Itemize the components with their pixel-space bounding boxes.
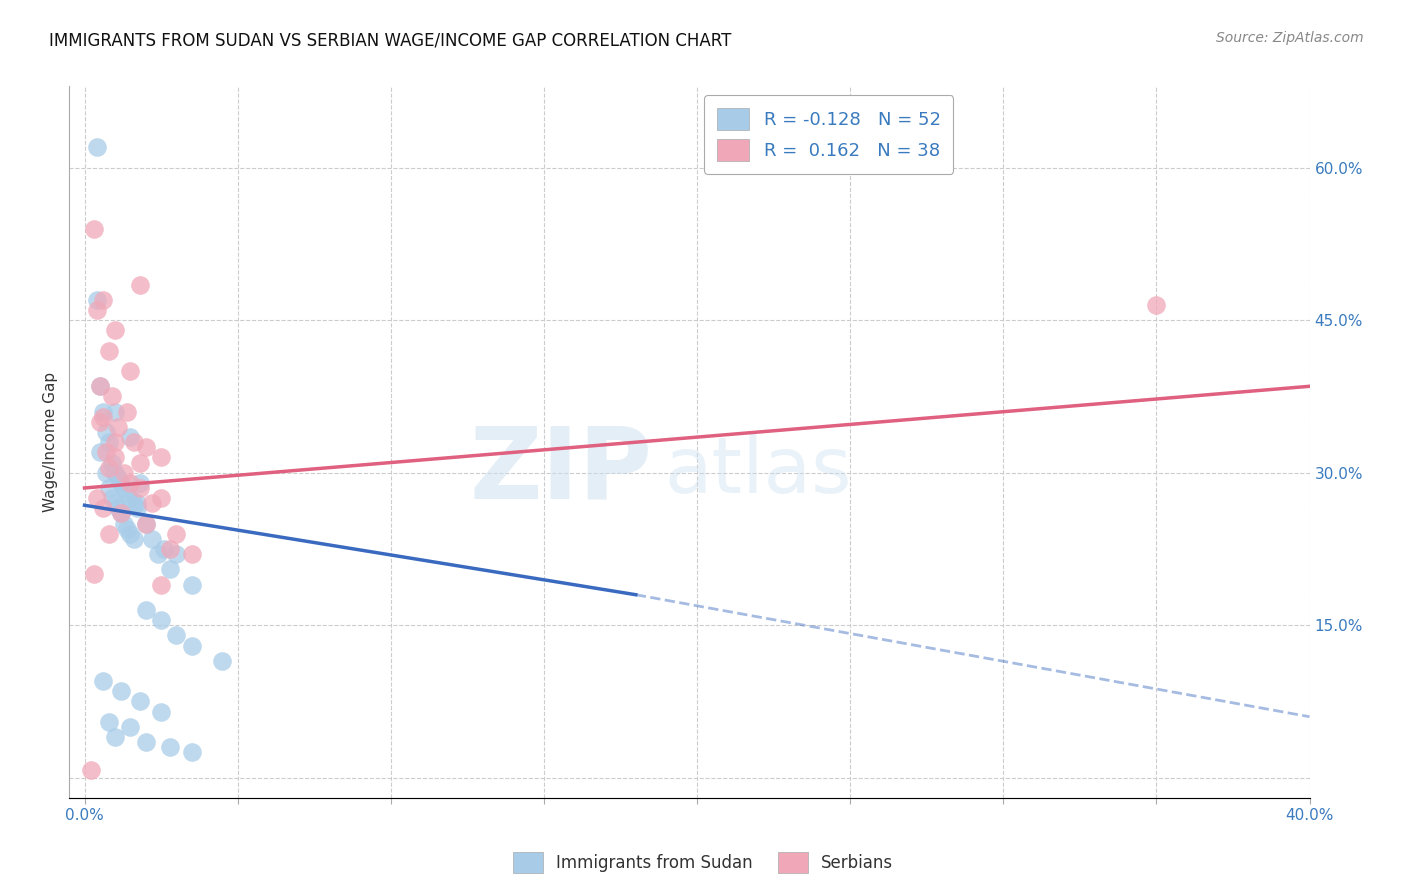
Point — [180, 745, 202, 759]
Point — [128, 475, 150, 490]
Point — [86, 491, 108, 505]
Point — [1144, 298, 1167, 312]
Point — [135, 516, 157, 531]
Point — [159, 562, 181, 576]
Point — [135, 603, 157, 617]
Point — [150, 705, 173, 719]
Point — [89, 379, 111, 393]
Point — [128, 456, 150, 470]
Point — [86, 140, 108, 154]
Point — [135, 735, 157, 749]
Point — [94, 466, 117, 480]
Point — [104, 435, 127, 450]
Point — [125, 496, 148, 510]
Point — [94, 445, 117, 459]
Point — [94, 425, 117, 439]
Point — [83, 221, 105, 235]
Point — [159, 740, 181, 755]
Point — [141, 496, 163, 510]
Point — [120, 475, 142, 490]
Point — [107, 471, 129, 485]
Point — [122, 435, 145, 450]
Point — [120, 364, 142, 378]
Point — [89, 415, 111, 429]
Point — [91, 674, 114, 689]
Point — [104, 405, 127, 419]
Point — [107, 420, 129, 434]
Point — [89, 445, 111, 459]
Point — [117, 522, 139, 536]
Point — [110, 475, 132, 490]
Point — [98, 460, 121, 475]
Text: ZIP: ZIP — [470, 422, 652, 519]
Point — [165, 628, 187, 642]
Point — [98, 481, 121, 495]
Point — [122, 532, 145, 546]
Point — [101, 389, 124, 403]
Point — [135, 516, 157, 531]
Point — [165, 526, 187, 541]
Point — [110, 507, 132, 521]
Point — [128, 277, 150, 292]
Point — [146, 547, 169, 561]
Point — [180, 639, 202, 653]
Text: atlas: atlas — [665, 433, 852, 508]
Point — [150, 450, 173, 465]
Point — [180, 547, 202, 561]
Point — [98, 526, 121, 541]
Text: Source: ZipAtlas.com: Source: ZipAtlas.com — [1216, 31, 1364, 45]
Point — [91, 405, 114, 419]
Point — [98, 435, 121, 450]
Point — [150, 577, 173, 591]
Point — [211, 654, 233, 668]
Point — [104, 323, 127, 337]
Point — [86, 303, 108, 318]
Point — [104, 496, 127, 510]
Point — [101, 491, 124, 505]
Point — [98, 714, 121, 729]
Point — [180, 577, 202, 591]
Point — [122, 496, 145, 510]
Point — [150, 613, 173, 627]
Point — [120, 430, 142, 444]
Point — [117, 486, 139, 500]
Point — [150, 491, 173, 505]
Point — [91, 501, 114, 516]
Point — [120, 720, 142, 734]
Point — [86, 293, 108, 307]
Point — [79, 763, 101, 777]
Point — [104, 466, 127, 480]
Point — [128, 694, 150, 708]
Point — [107, 501, 129, 516]
Point — [112, 466, 135, 480]
Point — [98, 343, 121, 358]
Point — [135, 440, 157, 454]
Point — [91, 293, 114, 307]
Point — [104, 730, 127, 744]
Point — [120, 526, 142, 541]
Point — [153, 541, 176, 556]
Point — [110, 684, 132, 698]
Point — [112, 481, 135, 495]
Point — [110, 507, 132, 521]
Point — [125, 501, 148, 516]
Point — [101, 456, 124, 470]
Point — [104, 450, 127, 465]
Point — [117, 405, 139, 419]
Point — [112, 516, 135, 531]
Legend: R = -0.128   N = 52, R =  0.162   N = 38: R = -0.128 N = 52, R = 0.162 N = 38 — [704, 95, 953, 174]
Text: IMMIGRANTS FROM SUDAN VS SERBIAN WAGE/INCOME GAP CORRELATION CHART: IMMIGRANTS FROM SUDAN VS SERBIAN WAGE/IN… — [49, 31, 731, 49]
Point — [165, 547, 187, 561]
Point — [141, 532, 163, 546]
Point — [91, 409, 114, 424]
Legend: Immigrants from Sudan, Serbians: Immigrants from Sudan, Serbians — [506, 846, 900, 880]
Point — [120, 491, 142, 505]
Point — [89, 379, 111, 393]
Point — [128, 481, 150, 495]
Point — [83, 567, 105, 582]
Point — [159, 541, 181, 556]
Y-axis label: Wage/Income Gap: Wage/Income Gap — [44, 372, 58, 512]
